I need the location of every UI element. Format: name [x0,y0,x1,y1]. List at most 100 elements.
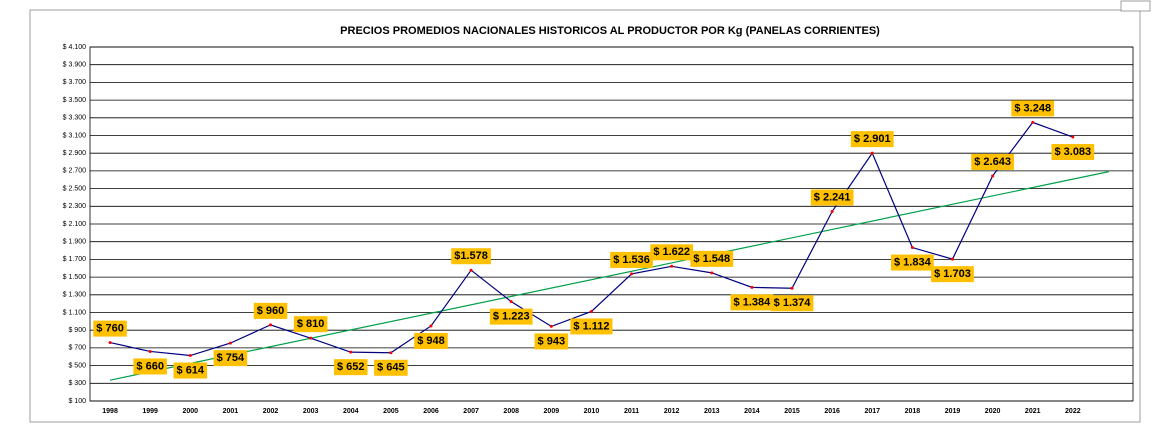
y-tick-label: $ 3.900 [63,62,86,69]
value-label-text: $ 1.703 [934,268,971,280]
value-label-box [374,359,408,376]
value-label-box [93,320,127,337]
value-label-box [610,251,653,268]
value-label: $ 1.223 [489,308,533,325]
value-label: $ 943 [534,333,569,350]
value-label: $ 1.384 [730,294,774,311]
value-label-text: $ 1.223 [493,311,530,323]
corner-box [1120,0,1151,12]
point-marker [710,271,714,275]
value-label-box [730,294,774,311]
value-label-box [213,350,248,367]
x-tick-label: 2019 [945,408,961,415]
value-label-box [1051,144,1095,161]
y-tick-label: $ 1.100 [63,309,86,316]
value-label-text: $ 614 [177,364,205,376]
y-tick-label: $ 1.300 [63,292,86,299]
value-label: $ 2.901 [850,131,894,148]
value-label-box [253,302,288,319]
y-tick-label: $ 2.900 [63,150,86,157]
value-label: $ 3.248 [1011,100,1055,117]
y-tick-label: $ 1.700 [63,256,86,263]
y-tick-label: $ 300 [68,380,86,387]
value-label: $ 660 [133,358,167,375]
point-marker [1071,135,1075,139]
value-label-box [451,248,491,265]
point-marker [589,309,593,313]
value-label-box [173,362,208,379]
value-label: $ 1.112 [570,318,613,335]
value-label-box [489,308,533,325]
point-marker [910,246,914,250]
y-tick-label: $ 3.100 [63,132,86,139]
y-tick-label: $ 2.700 [63,168,86,175]
value-label-text: $ 1.384 [734,296,772,308]
x-tick-label: 2001 [223,408,239,415]
point-marker [429,324,433,328]
value-label-text: $1.578 [454,250,488,262]
value-label-text: $ 1.112 [573,320,609,332]
point-marker [228,341,232,345]
x-tick-label: 2018 [905,408,921,415]
value-label-text: $ 960 [257,305,285,317]
chart-title: PRECIOS PROMEDIOS NACIONALES HISTORICOS … [340,25,880,37]
point-marker [349,350,353,354]
point-marker [509,300,513,304]
x-tick-label: 2016 [824,408,840,415]
x-tick-label: 2012 [664,408,680,415]
value-label: $ 1.834 [891,254,934,271]
x-tick-label: 2011 [624,408,639,415]
value-label: $1.578 [451,248,491,265]
point-marker [309,336,313,340]
value-label-text: $ 3.248 [1014,102,1051,114]
x-tick-label: 2015 [784,408,800,415]
value-label-box [133,358,167,375]
value-label-box [931,266,974,283]
value-label-text: $ 1.374 [774,297,812,309]
value-label-box [891,254,934,271]
x-tick-label: 2013 [704,408,720,415]
value-label: $ 1.374 [770,295,814,312]
y-tick-label: $ 500 [68,362,86,369]
value-label: $ 614 [173,362,208,379]
value-label: $ 1.536 [610,251,653,268]
value-label-text: $ 754 [217,352,245,364]
y-tick-label: $ 2.300 [63,203,86,210]
x-tick-label: 2017 [864,408,880,415]
point-marker [830,210,834,214]
y-tick-label: $ 2.500 [63,185,86,192]
value-label-text: $ 1.834 [894,256,932,268]
x-tick-label: 2007 [463,408,479,415]
point-marker [108,341,112,345]
x-tick-label: 2005 [383,408,399,415]
point-marker [991,174,995,178]
value-label-box [534,333,569,350]
value-label-text: $ 2.643 [974,156,1011,168]
value-label-text: $ 660 [136,360,164,372]
value-label-box [850,131,894,148]
value-label-box [333,359,368,376]
y-tick-label: $ 700 [68,345,86,352]
y-tick-label: $ 1.500 [63,274,86,281]
value-label-box [293,316,328,333]
point-marker [549,324,553,328]
x-tick-label: 2014 [744,408,760,415]
value-label: $ 960 [253,302,288,319]
value-label: $ 760 [93,320,127,337]
point-marker [750,285,754,289]
value-label-box [1011,100,1055,117]
value-label-text: $ 943 [538,335,566,347]
y-tick-label: $ 1.900 [63,239,86,246]
x-tick-label: 2004 [343,408,359,415]
value-label: $ 652 [333,359,368,376]
x-tick-label: 2010 [584,408,600,415]
point-marker [870,151,874,155]
point-marker [188,354,192,358]
value-label-text: $ 760 [96,322,124,334]
value-label: $ 754 [213,350,248,367]
value-label-box [770,295,814,312]
point-marker [670,264,674,268]
y-tick-label: $ 100 [68,398,86,405]
value-label: $ 948 [414,332,448,349]
y-tick-label: $ 3.700 [63,79,86,86]
